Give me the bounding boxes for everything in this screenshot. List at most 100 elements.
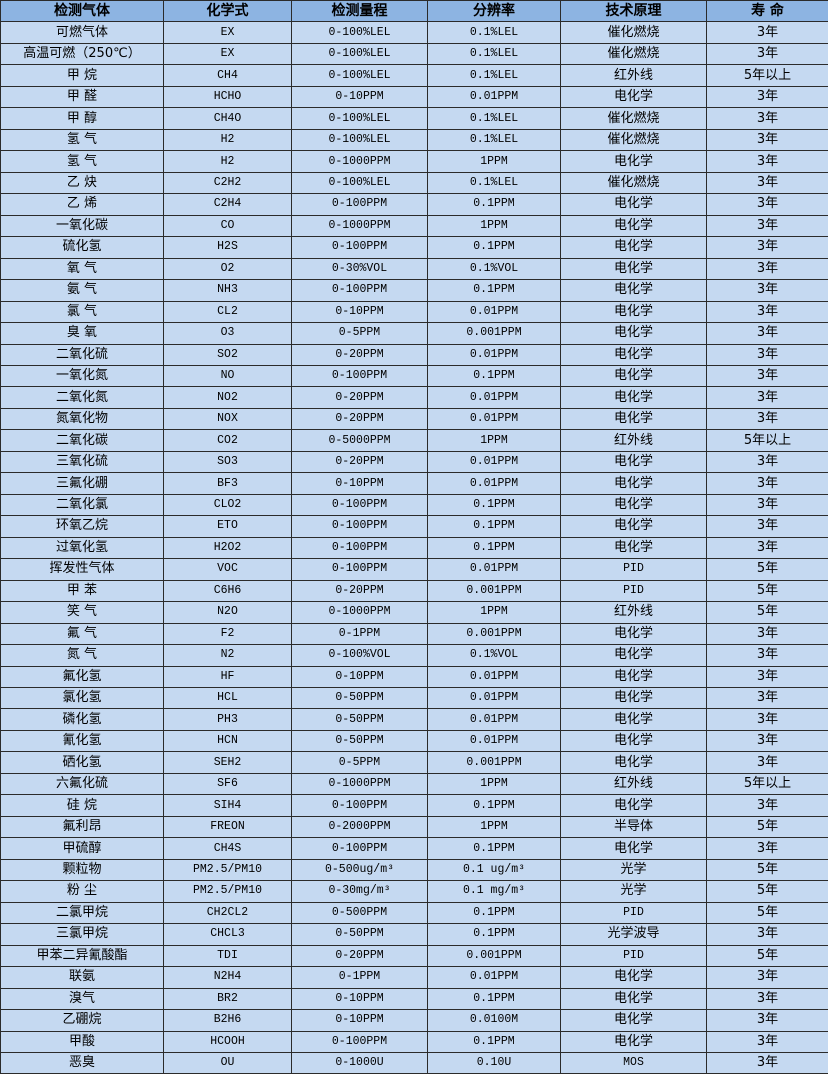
range-cell: 0-100PPM — [291, 364, 428, 388]
principle-cell: 半导体 — [560, 815, 707, 839]
lifespan-cell: 3年 — [706, 85, 828, 109]
principle-cell: PID — [560, 901, 707, 925]
header-lifespan: 寿 命 — [706, 0, 828, 23]
table-row: 高温可燃（250℃） EX 0-100%LEL 0.1%LEL 催化燃烧 3年 — [0, 42, 828, 66]
gas-name-cell: 硒化氢 — [0, 751, 164, 774]
principle-cell: 电化学 — [560, 686, 707, 710]
table-row: 氟化氢 HF 0-10PPM 0.01PPM 电化学 3年 — [0, 665, 828, 689]
formula-cell: H2O2 — [163, 536, 292, 560]
table-row: 颗粒物 PM2.5/PM10 0-500ug/m³ 0.1 ug/m³ 光学 5年 — [0, 858, 828, 882]
principle-cell: 电化学 — [560, 150, 707, 173]
resolution-cell: 0.1%VOL — [427, 644, 561, 667]
table-row: 氰化氢 HCN 0-50PPM 0.01PPM 电化学 3年 — [0, 729, 828, 753]
formula-cell: SO2 — [163, 343, 292, 366]
gas-name-cell: 甲酸 — [0, 1030, 164, 1053]
lifespan-cell: 3年 — [706, 515, 828, 538]
table-row: 二氯甲烷 CH2CL2 0-500PPM 0.1PPM PID 5年 — [0, 901, 828, 925]
gas-name-cell: 三氯甲烷 — [0, 923, 164, 946]
range-cell: 0-1000PPM — [291, 772, 428, 796]
principle-cell: 电化学 — [560, 322, 707, 345]
gas-name-cell: 甲 烷 — [0, 64, 164, 87]
formula-cell: SO3 — [163, 450, 292, 474]
range-cell: 0-1PPM — [291, 966, 428, 989]
resolution-cell: 0.1 ug/m³ — [427, 858, 561, 882]
resolution-cell: 0.001PPM — [427, 322, 561, 345]
principle-cell: 电化学 — [560, 407, 707, 431]
range-cell: 0-1000PPM — [291, 601, 428, 624]
resolution-cell: 0.001PPM — [427, 622, 561, 646]
lifespan-cell: 3年 — [706, 751, 828, 774]
table-row: 溴气 BR2 0-10PPM 0.1PPM 电化学 3年 — [0, 987, 828, 1011]
header-principle: 技术原理 — [560, 0, 707, 23]
table-row: 恶臭 OU 0-1000U 0.10U MOS 3年 — [0, 1051, 828, 1074]
table-row: 笑 气 N2O 0-1000PPM 1PPM 红外线 5年 — [0, 601, 828, 624]
formula-cell: NO2 — [163, 386, 292, 409]
principle-cell: 光学波导 — [560, 923, 707, 946]
table-row: 甲 醇 CH4O 0-100%LEL 0.1%LEL 催化燃烧 3年 — [0, 107, 828, 130]
formula-cell: PM2.5/PM10 — [163, 880, 292, 903]
table-row: 三氯甲烷 CHCL3 0-50PPM 0.1PPM 光学波导 3年 — [0, 923, 828, 946]
range-cell: 0-10PPM — [291, 1009, 428, 1032]
formula-cell: F2 — [163, 622, 292, 646]
formula-cell: VOC — [163, 558, 292, 581]
range-cell: 0-100%LEL — [291, 21, 428, 44]
formula-cell: C6H6 — [163, 579, 292, 603]
formula-cell: SEH2 — [163, 751, 292, 774]
formula-cell: O2 — [163, 257, 292, 281]
resolution-cell: 1PPM — [427, 772, 561, 796]
principle-cell: 电化学 — [560, 193, 707, 216]
lifespan-cell: 3年 — [706, 214, 828, 238]
table-row: 磷化氢 PH3 0-50PPM 0.01PPM 电化学 3年 — [0, 708, 828, 731]
table-row: 甲 醛 HCHO 0-10PPM 0.01PPM 电化学 3年 — [0, 85, 828, 109]
formula-cell: PH3 — [163, 708, 292, 731]
resolution-cell: 0.1PPM — [427, 493, 561, 517]
resolution-cell: 0.01PPM — [427, 472, 561, 495]
range-cell: 0-50PPM — [291, 708, 428, 731]
resolution-cell: 0.1PPM — [427, 364, 561, 388]
resolution-cell: 0.1PPM — [427, 987, 561, 1011]
table-row: 甲苯二异氰酸酯 TDI 0-20PPM 0.001PPM PID 5年 — [0, 944, 828, 968]
range-cell: 0-30%VOL — [291, 257, 428, 281]
header-gas: 检测气体 — [0, 0, 164, 23]
lifespan-cell: 5年 — [706, 944, 828, 968]
header-row: 检测气体 化学式 检测量程 分辨率 技术原理寿 命 — [0, 0, 828, 23]
gas-name-cell: 三氟化硼 — [0, 472, 164, 495]
table-row: 三氟化硼 BF3 0-10PPM 0.01PPM 电化学 3年 — [0, 472, 828, 495]
range-cell: 0-5000PPM — [291, 429, 428, 452]
gas-name-cell: 氟化氢 — [0, 665, 164, 689]
principle-cell: 电化学 — [560, 236, 707, 259]
principle-cell: 红外线 — [560, 601, 707, 624]
table-row: 挥发性气体 VOC 0-100PPM 0.01PPM PID 5年 — [0, 558, 828, 581]
table-row: 氮氧化物 NOX 0-20PPM 0.01PPM 电化学 3年 — [0, 407, 828, 431]
resolution-cell: 1PPM — [427, 150, 561, 173]
resolution-cell: 0.001PPM — [427, 751, 561, 774]
lifespan-cell: 3年 — [706, 322, 828, 345]
resolution-cell: 0.1PPM — [427, 193, 561, 216]
lifespan-cell: 3年 — [706, 472, 828, 495]
lifespan-cell: 5年 — [706, 815, 828, 839]
gas-name-cell: 氧 气 — [0, 257, 164, 281]
range-cell: 0-1PPM — [291, 622, 428, 646]
gas-name-cell: 硫化氢 — [0, 236, 164, 259]
lifespan-cell: 3年 — [706, 171, 828, 195]
resolution-cell: 0.01PPM — [427, 407, 561, 431]
range-cell: 0-100PPM — [291, 558, 428, 581]
lifespan-cell: 3年 — [706, 21, 828, 44]
resolution-cell: 0.1%LEL — [427, 64, 561, 87]
principle-cell: 电化学 — [560, 966, 707, 989]
lifespan-cell: 3年 — [706, 300, 828, 324]
principle-cell: 电化学 — [560, 279, 707, 302]
range-cell: 0-20PPM — [291, 386, 428, 409]
lifespan-cell: 3年 — [706, 923, 828, 946]
resolution-cell: 0.1PPM — [427, 236, 561, 259]
range-cell: 0-500ug/m³ — [291, 858, 428, 882]
formula-cell: CO — [163, 214, 292, 238]
gas-name-cell: 甲苯二异氰酸酯 — [0, 944, 164, 968]
gas-name-cell: 笑 气 — [0, 601, 164, 624]
principle-cell: 电化学 — [560, 644, 707, 667]
lifespan-cell: 5年 — [706, 858, 828, 882]
header-formula: 化学式 — [163, 0, 292, 23]
gas-name-cell: 甲硫醇 — [0, 837, 164, 860]
gas-name-cell: 甲 醛 — [0, 85, 164, 109]
